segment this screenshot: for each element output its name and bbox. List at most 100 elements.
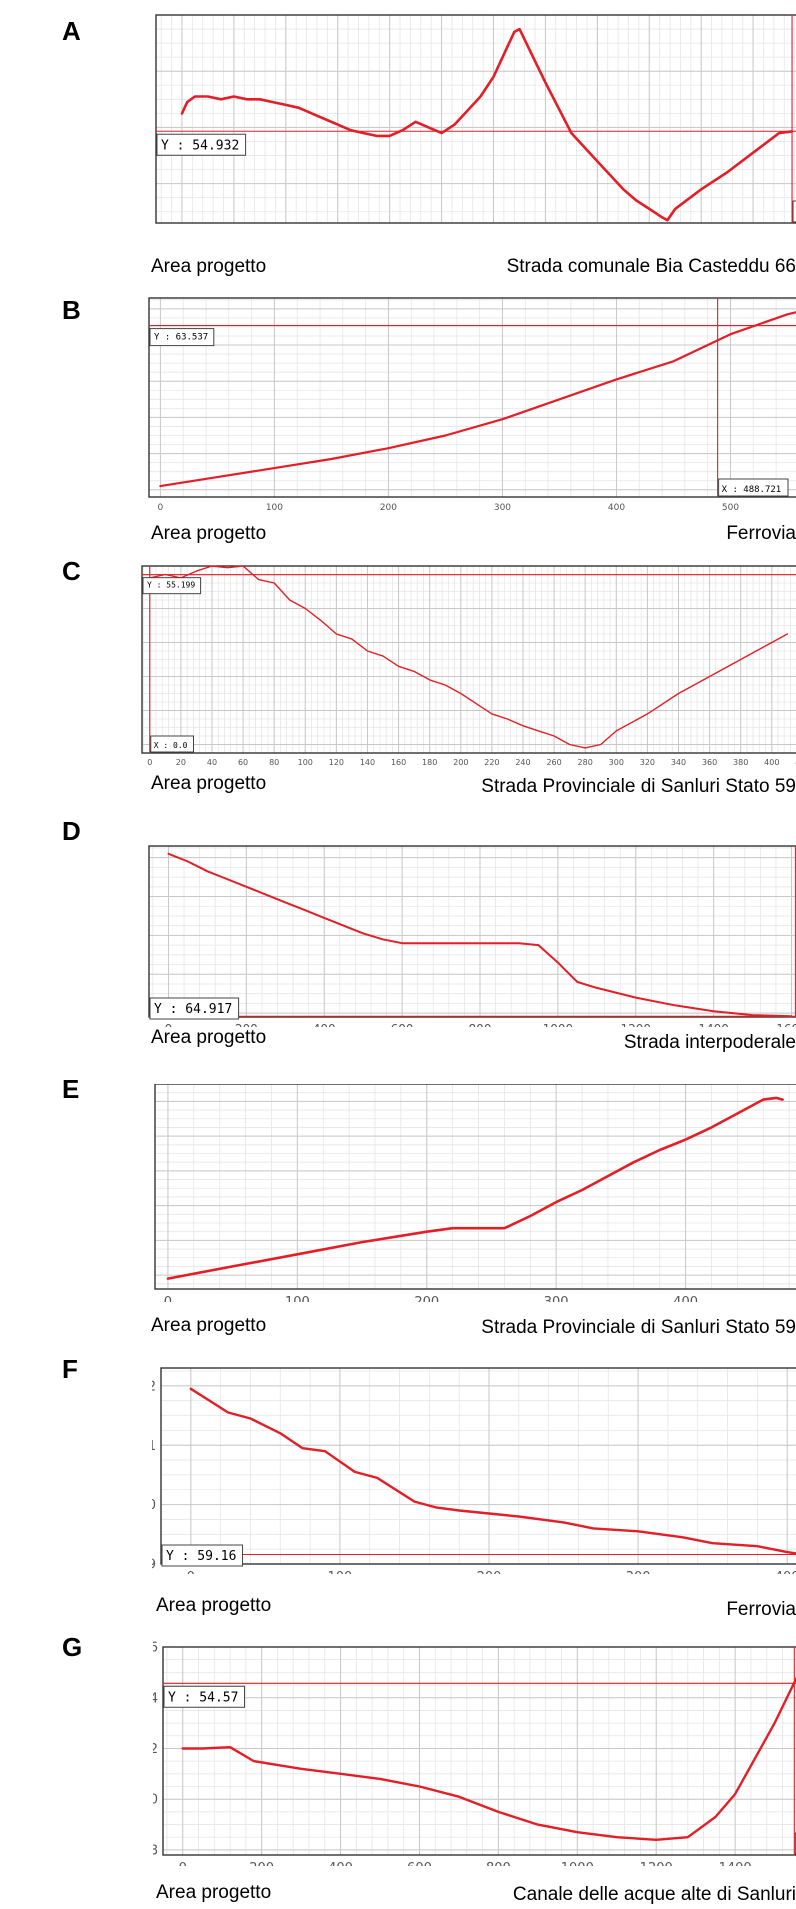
series-line [166, 1096, 784, 1280]
series-line [159, 311, 796, 488]
caption-right: Strada Provinciale di Sanluri Stato 59 [481, 776, 796, 797]
panel-c: C 0 20 40 60 80 100 120 140 160 180 200 220 240 260 28… [0, 548, 796, 812]
chart-svg: 0100200300400666768697071 [154, 1084, 796, 1302]
x-tick-label: 0 [187, 1570, 195, 1574]
x-tick-label: 100 [266, 503, 283, 513]
x-tick-label: 200 [414, 1295, 439, 1302]
caption-right: Canale delle acque alte di Sanluri [512, 1884, 796, 1905]
x-tick-label: 1400 [719, 1861, 752, 1866]
y-tick-label: 54 [153, 1691, 158, 1706]
series-line [189, 1387, 796, 1555]
x-readout-box [150, 735, 194, 753]
panel-f: F 010020030040059606162Y : 59.16X : Area… [0, 1354, 796, 1632]
y-readout-text: Y : 55.199 [147, 581, 195, 590]
caption-left: Area progetto [151, 1315, 267, 1336]
y-tick-label: 50 [153, 1793, 158, 1808]
series-line [149, 565, 788, 749]
caption-left: Area progetto [151, 256, 267, 277]
x-tick-label: 600 [407, 1861, 432, 1866]
y-readout-text: Y : 59.16 [166, 1549, 236, 1564]
profile-chart: 020040060080010001200140016006566676869Y… [146, 829, 796, 1027]
x-tick-label: 0 [147, 758, 152, 767]
series-line [180, 27, 794, 222]
chart-svg: 020040060080010001200140016004850525456Y… [153, 1641, 796, 1866]
x-tick-label: 200 [477, 1570, 502, 1574]
x-tick-label: 360 [702, 758, 717, 767]
x-tick-label: 400 [764, 758, 779, 767]
x-tick-label: 260 [546, 758, 561, 767]
plot-area [149, 846, 796, 1017]
caption-left: Area progetto [156, 1882, 272, 1903]
x-tick-label: 400 [313, 1022, 336, 1027]
series-line [167, 852, 793, 1018]
panel-g: G 02004006008001000120014001600485052545… [0, 1632, 796, 1909]
plot-frame [154, 1084, 796, 1290]
x-tick-label: 320 [640, 758, 655, 767]
y-tick-label: 61 [152, 1439, 156, 1454]
x-tick-label: 200 [453, 758, 468, 767]
caption-left: Area progetto [151, 773, 267, 794]
y-readout-text: Y : 54.932 [161, 138, 239, 153]
panel-label: B [62, 295, 81, 325]
x-tick-label: 200 [235, 1022, 258, 1027]
plot-frame [141, 565, 796, 754]
x-tick-label: 800 [469, 1022, 492, 1027]
caption-left: Area progetto [151, 1027, 267, 1048]
x-tick-label: 1000 [561, 1861, 594, 1866]
x-tick-label: 1400 [698, 1022, 729, 1027]
x-tick-label: 100 [327, 1570, 352, 1574]
plot-area [149, 298, 796, 497]
plot-area [155, 1084, 796, 1289]
x-tick-label: 20 [176, 758, 186, 767]
x-tick-label: 1000 [543, 1022, 574, 1027]
profile-chart: 0100200300400666768697071 [150, 1084, 796, 1302]
x-tick-label: 1200 [620, 1022, 651, 1027]
panel-label: A [62, 16, 81, 46]
y-tick-label: 59 [152, 1558, 156, 1573]
x-tick-label: 0 [179, 1861, 187, 1866]
y-readout-box [156, 133, 247, 156]
x-readout-box [792, 200, 796, 223]
x-tick-label: 160 [391, 758, 406, 767]
plot-frame [148, 297, 796, 498]
y-tick-label: 62 [152, 1379, 156, 1394]
y-tick-label: 56 [153, 1641, 158, 1656]
y-readout-text: Y : 63.537 [154, 333, 208, 343]
y-readout-box [149, 328, 215, 347]
caption-left: Area progetto [151, 523, 267, 544]
x-tick-label: 40 [207, 758, 217, 767]
x-readout-box [718, 478, 789, 497]
profile-chart: 020040060080010001200140016004850525456Y… [153, 1640, 796, 1866]
panel-e: E 0100200300400666768697071 Area progett… [0, 1074, 796, 1354]
x-tick-label: 400 [328, 1861, 353, 1866]
x-tick-label: 800 [486, 1861, 511, 1866]
chart-svg: 010020030040059606162Y : 59.16X : [152, 1367, 796, 1574]
chart-svg: 0 20 40 60 80 100 120 140 160 180 200 220 240 260 280 3… [141, 565, 796, 767]
y-readout-box [149, 997, 240, 1020]
series-line [181, 1676, 796, 1842]
x-tick-label: 400 [673, 1295, 698, 1302]
caption-right: Ferrovia [726, 1599, 796, 1620]
y-readout-text: Y : 54.57 [168, 1690, 238, 1705]
chart-svg: 0200400600800100012001400160018002000220… [155, 14, 796, 224]
chart-svg: 0100200300400500596061626364Y : 63.537X … [148, 297, 796, 513]
x-tick-label: 400 [775, 1570, 796, 1574]
profile-chart: 0200400600800100012001400160018002000220… [153, 13, 796, 225]
x-tick-label: 180 [422, 758, 437, 767]
x-tick-label: 600 [391, 1022, 414, 1027]
caption-right: Ferrovia [726, 523, 796, 544]
caption-right: Strada interpoderale [623, 1032, 796, 1053]
chart-svg: 020040060080010001200140016006566676869Y… [148, 845, 796, 1027]
plot-frame [160, 1367, 796, 1565]
x-tick-label: 100 [298, 758, 313, 767]
x-tick-label: 0 [165, 1022, 173, 1027]
y-readout-box [163, 1685, 246, 1708]
x-tick-label: 300 [494, 503, 511, 513]
y-readout-box [161, 1544, 244, 1567]
caption-left: Area progetto [156, 1595, 272, 1616]
x-tick-label: 100 [285, 1295, 310, 1302]
profile-chart: 0100200300400500596061626364Y : 63.537X … [146, 295, 796, 518]
plot-area [163, 1647, 796, 1855]
profile-chart: 010020030040059606162Y : 59.16X : [152, 1364, 796, 1574]
x-tick-label: 340 [671, 758, 686, 767]
